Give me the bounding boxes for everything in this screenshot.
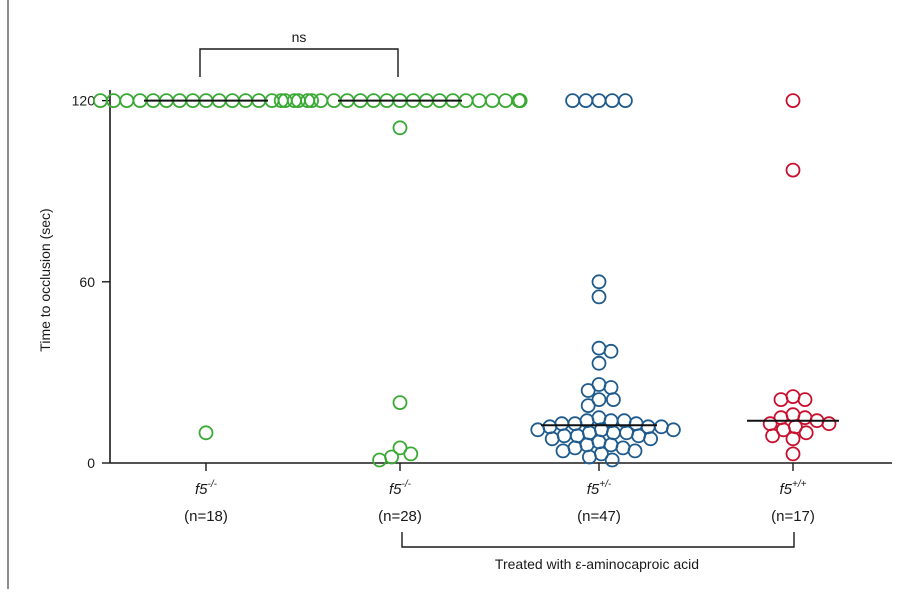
point-g2-31: [654, 419, 669, 435]
treatment-bracket: Treated with ε-aminocaproic acid: [401, 532, 795, 572]
point-g2-2: [578, 93, 594, 108]
point-g2-24: [556, 428, 572, 444]
point-g0-12: [119, 93, 135, 108]
point-g3-15: [785, 431, 801, 447]
y-ticks: 0 60 120: [72, 93, 110, 471]
point-g2-12: [580, 383, 596, 398]
y-tick-label-120: 120: [72, 93, 96, 109]
point-g2-34: [631, 428, 646, 444]
category-label-3: f5+/+: [780, 479, 807, 498]
point-g3-14: [765, 428, 780, 444]
point-g1-26: [384, 449, 400, 465]
point-g2-35: [591, 410, 607, 426]
point-g1-23: [392, 395, 408, 411]
point-g2-8: [591, 355, 607, 371]
point-g2-9: [603, 343, 619, 359]
point-g1-11: [471, 93, 487, 108]
point-g3-4: [773, 392, 789, 408]
point-g1-13: [484, 93, 500, 108]
point-g0-17: [198, 425, 214, 441]
point-g1-15: [498, 93, 514, 108]
point-g2-30: [554, 416, 570, 432]
point-g2-33: [619, 425, 634, 441]
point-g3-9: [762, 416, 778, 432]
point-g1-12: [313, 93, 329, 108]
point-g0-15: [304, 93, 320, 108]
point-g2-23: [643, 431, 658, 447]
category-label-1: f5-/-: [389, 479, 412, 498]
point-g2-0: [591, 93, 607, 108]
significance-label: ns: [292, 29, 307, 45]
point-g3-10: [821, 416, 837, 432]
sample-size-label-0: (n=18): [184, 508, 228, 525]
point-g2-43: [591, 434, 607, 450]
y-tick-label-0: 0: [87, 455, 95, 471]
point-g3-1: [785, 162, 801, 178]
y-axis-title: Time to occlusion (sec): [37, 208, 53, 351]
point-g2-13: [603, 380, 619, 395]
point-g2-7: [591, 340, 607, 356]
point-g1-22: [392, 120, 408, 136]
point-g2-41: [567, 440, 583, 456]
point-g2-38: [615, 440, 631, 456]
point-g1-25: [403, 446, 419, 462]
median-lines: [144, 99, 839, 427]
x-category-labels: f5-/- (n=18) f5-/- (n=28) f5+/- (n=47) f5+/+ (n…: [184, 463, 815, 525]
treatment-label: Treated with ε-aminocaproic acid: [495, 556, 699, 572]
point-g2-25: [606, 425, 621, 441]
point-g3-0: [785, 93, 801, 108]
point-g3-5: [785, 407, 801, 423]
point-g2-27: [542, 419, 558, 435]
point-g3-16: [785, 446, 801, 462]
point-g2-6: [591, 289, 607, 305]
point-g2-32: [666, 422, 681, 438]
point-g3-3: [797, 392, 813, 408]
sample-size-label-3: (n=17): [771, 508, 815, 525]
point-g1-21: [512, 93, 528, 108]
point-g2-39: [627, 443, 643, 459]
point-g2-17: [567, 416, 583, 432]
point-g1-18: [273, 93, 289, 108]
point-g2-3: [618, 93, 633, 108]
point-g0-16: [93, 93, 108, 108]
point-g2-5: [591, 274, 607, 290]
point-g3-2: [785, 389, 801, 405]
point-g2-15: [606, 392, 621, 408]
significance-bracket: ns: [199, 29, 399, 77]
point-g1-27: [372, 452, 388, 468]
point-g2-40: [555, 443, 571, 459]
point-g2-46: [604, 452, 620, 468]
sample-size-label-1: (n=28): [378, 508, 422, 525]
y-tick-label-60: 60: [79, 274, 95, 290]
point-g2-1: [604, 93, 620, 108]
point-g3-13: [798, 425, 814, 441]
point-g2-11: [580, 398, 596, 414]
sample-size-label-2: (n=47): [577, 508, 621, 525]
data-points: [93, 93, 837, 468]
point-g2-4: [565, 93, 580, 108]
category-label-2: f5+/-: [587, 479, 612, 498]
point-g2-22: [544, 431, 560, 447]
point-g2-42: [579, 437, 595, 453]
point-g2-45: [582, 449, 597, 465]
point-g2-26: [530, 422, 546, 438]
category-label-0: f5-/-: [195, 479, 218, 498]
